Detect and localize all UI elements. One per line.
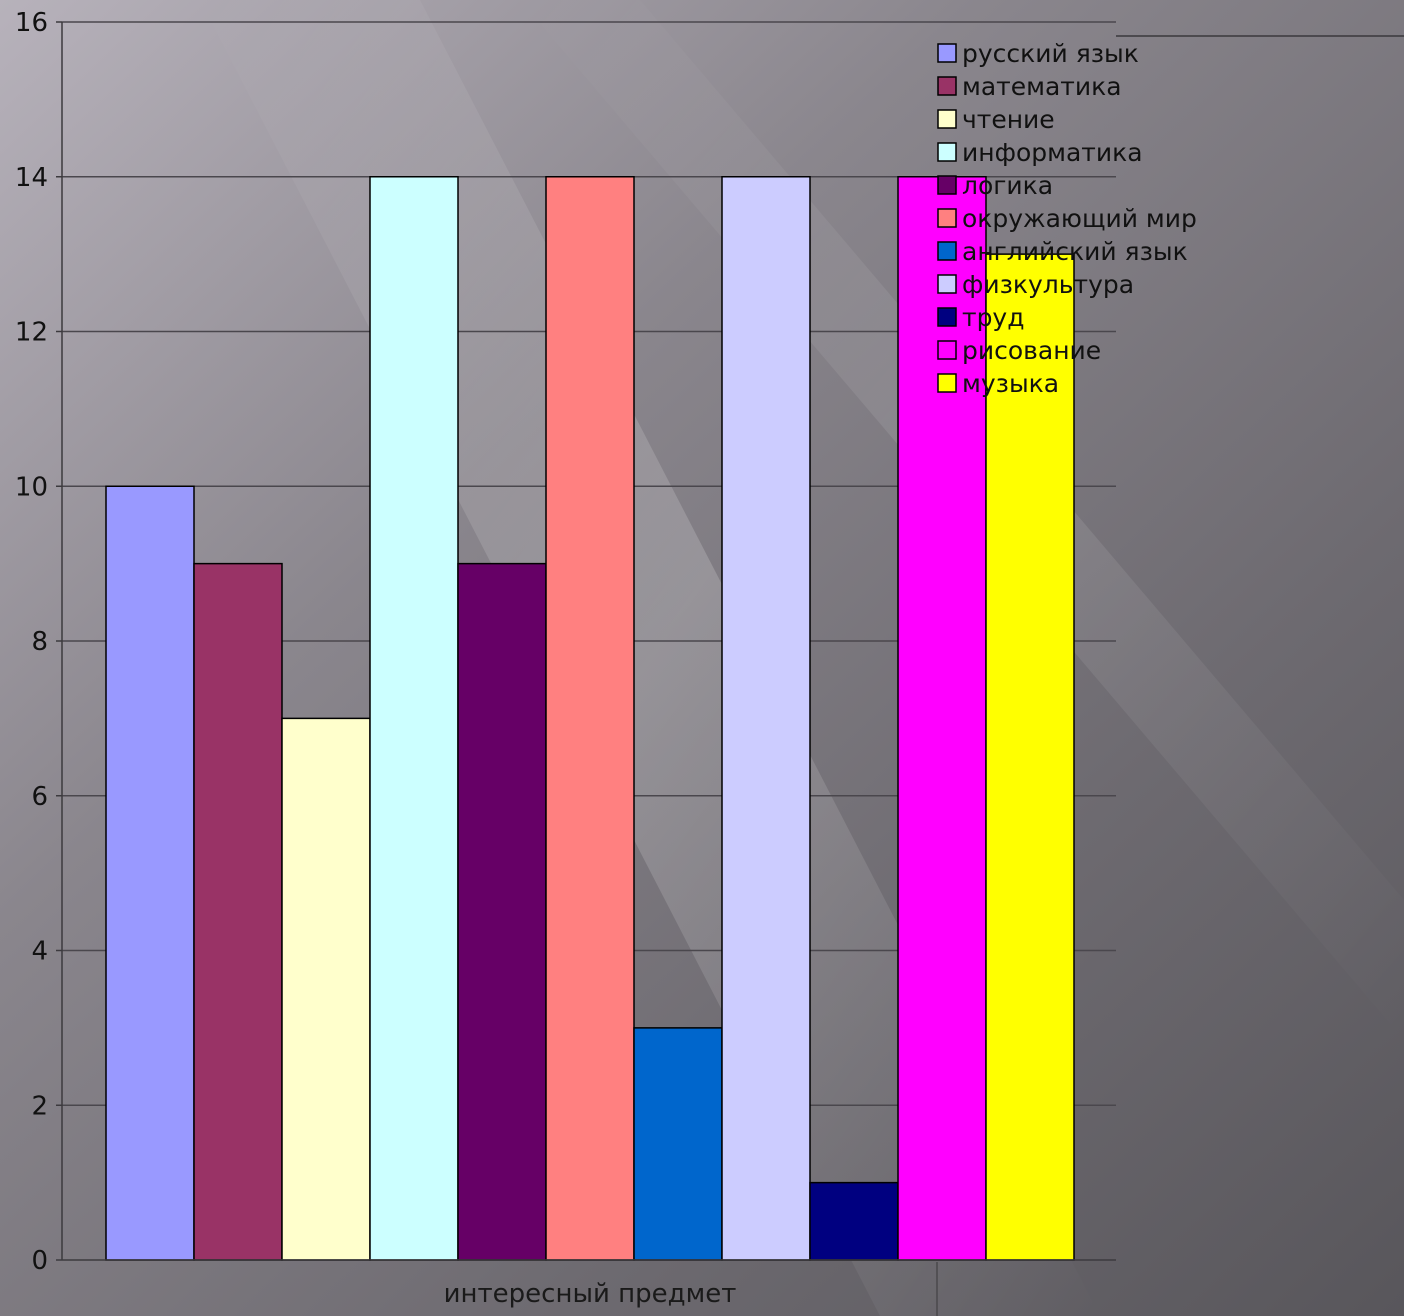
legend-swatch bbox=[937, 175, 957, 195]
legend: русский язык математика чтение информатика л… bbox=[937, 39, 1197, 398]
legend-swatch bbox=[937, 274, 957, 294]
legend-label: физкультура bbox=[962, 270, 1134, 299]
legend-swatch bbox=[937, 109, 957, 129]
bar-1 bbox=[105, 485, 195, 1261]
legend-swatch bbox=[937, 241, 957, 261]
bar-9 bbox=[809, 1181, 899, 1261]
y-axis-tick-labels: 0 2 4 6 8 10 12 14 16 bbox=[15, 8, 62, 1276]
legend-swatch bbox=[937, 208, 957, 228]
x-category-label: интересный предмет bbox=[444, 1279, 737, 1309]
legend-swatch bbox=[937, 307, 957, 327]
legend-swatch bbox=[937, 340, 957, 360]
bar-5 bbox=[457, 562, 547, 1261]
legend-label: английский язык bbox=[962, 237, 1188, 266]
bar-3 bbox=[281, 717, 371, 1261]
legend-label: математика bbox=[962, 72, 1122, 101]
y-tick-label: 8 bbox=[31, 627, 48, 657]
legend-label: логика bbox=[962, 171, 1053, 200]
legend-swatch bbox=[937, 76, 957, 96]
legend-swatch bbox=[937, 43, 957, 63]
legend-label: чтение bbox=[962, 105, 1055, 134]
y-tick-label: 16 bbox=[15, 8, 48, 38]
y-tick-label: 2 bbox=[31, 1091, 48, 1121]
y-tick-label: 6 bbox=[31, 782, 48, 812]
bar-6 bbox=[545, 176, 635, 1261]
legend-label: информатика bbox=[962, 138, 1143, 167]
bar-7 bbox=[633, 1027, 723, 1261]
bar-11 bbox=[985, 253, 1075, 1261]
legend-swatch bbox=[937, 142, 957, 162]
y-tick-label: 0 bbox=[31, 1246, 48, 1276]
y-tick-label: 14 bbox=[15, 163, 48, 193]
legend-label: окружающий мир bbox=[962, 204, 1197, 233]
legend-swatch bbox=[937, 373, 957, 393]
legend-label: рисование bbox=[962, 336, 1101, 365]
bar-2 bbox=[193, 562, 283, 1261]
bar-8 bbox=[721, 176, 811, 1261]
y-tick-label: 10 bbox=[15, 472, 48, 502]
bar-4 bbox=[369, 176, 459, 1261]
y-tick-label: 4 bbox=[31, 937, 48, 967]
legend-label: музыка bbox=[962, 369, 1059, 398]
legend-label: русский язык bbox=[962, 39, 1139, 68]
bars bbox=[105, 176, 1075, 1261]
legend-label: труд bbox=[962, 303, 1025, 332]
y-tick-label: 12 bbox=[15, 318, 48, 348]
axes bbox=[61, 22, 1116, 1261]
